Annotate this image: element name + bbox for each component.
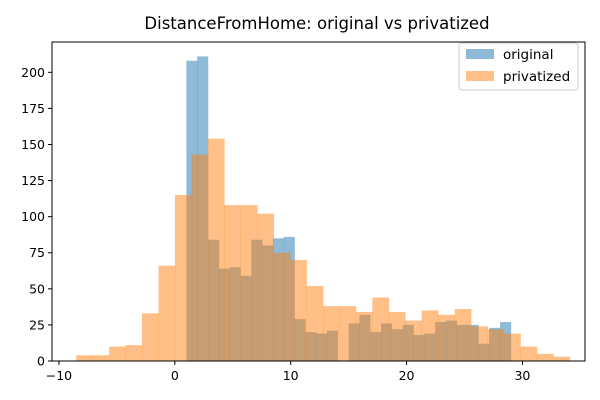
y-tick-label: 200	[21, 65, 45, 80]
bar-privatized-20	[405, 320, 423, 361]
legend-label-privatized: privatized	[503, 69, 570, 85]
y-tick-label: 50	[29, 281, 45, 296]
y-tick-label: 0	[37, 354, 45, 369]
bar-privatized-14	[306, 285, 324, 361]
bar-privatized-24	[471, 326, 488, 361]
bar-privatized-26	[504, 333, 521, 361]
bar-privatized-21	[421, 310, 439, 361]
chart-title: DistanceFromHome: original vs privatized	[144, 14, 489, 33]
bar-privatized-9	[224, 205, 242, 361]
bar-privatized-15	[323, 306, 340, 361]
series-privatized	[76, 138, 571, 361]
plot-frame	[51, 41, 586, 362]
legend-swatch-original	[466, 49, 494, 59]
x-tick-label: 0	[171, 368, 179, 383]
bar-privatized-12	[273, 252, 291, 361]
y-tick-label: 175	[21, 101, 45, 116]
bar-privatized-8	[207, 138, 225, 361]
bar-privatized-23	[454, 309, 472, 361]
bar-privatized-10	[240, 205, 258, 361]
bar-privatized-19	[388, 311, 406, 361]
bar-privatized-1	[92, 355, 110, 361]
bar-privatized-28	[536, 353, 554, 361]
y-tick-label: 75	[29, 245, 45, 260]
bar-privatized-22	[438, 314, 455, 361]
legend-swatch-privatized	[466, 71, 494, 81]
bar-privatized-13	[290, 259, 307, 361]
bar-privatized-5	[158, 265, 176, 361]
y-tick-label: 125	[21, 173, 45, 188]
bar-privatized-25	[487, 329, 505, 361]
legend-label-original: original	[503, 47, 553, 63]
x-axis: −10 0 10 20 30	[46, 361, 530, 383]
bar-privatized-3	[125, 345, 143, 361]
bar-privatized-29	[553, 356, 571, 361]
legend: original privatized	[458, 42, 579, 91]
bar-privatized-16	[339, 306, 357, 361]
bar-privatized-6	[174, 195, 192, 361]
x-tick-label: −10	[46, 368, 72, 383]
bar-privatized-4	[142, 313, 159, 361]
y-tick-label: 150	[21, 137, 45, 152]
x-tick-label: 20	[399, 368, 415, 383]
bar-privatized-2	[109, 346, 126, 361]
bar-privatized-27	[520, 346, 538, 361]
bar-privatized-0	[76, 355, 93, 361]
bar-privatized-17	[355, 311, 373, 361]
x-tick-label: 10	[283, 368, 299, 383]
y-tick-label: 25	[29, 317, 45, 332]
bars-layer	[76, 56, 571, 361]
x-tick-label: 30	[514, 368, 530, 383]
bar-privatized-11	[257, 213, 274, 361]
y-tick-label: 100	[21, 209, 45, 224]
bar-privatized-7	[191, 154, 209, 361]
y-axis: 0 25 50 75 100 125 150 175 200	[21, 65, 52, 369]
bar-privatized-18	[372, 297, 390, 361]
